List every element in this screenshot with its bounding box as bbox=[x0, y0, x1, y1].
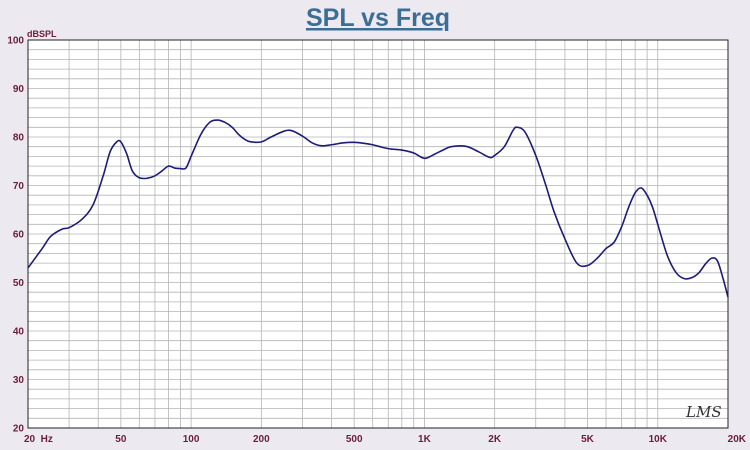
x-tick-label: 200 bbox=[253, 434, 270, 445]
x-tick-labels: 20 Hz 50 100 200 500 1K 2K 5K 10K 20K bbox=[24, 434, 747, 445]
x-tick-label: 5K bbox=[581, 434, 595, 445]
x-tick-label: 10K bbox=[649, 434, 668, 445]
y-tick-label: 90 bbox=[13, 84, 25, 95]
spl-curve bbox=[27, 119, 729, 298]
x-tick-label: 20 Hz bbox=[24, 434, 53, 445]
y-tick-label: 60 bbox=[13, 230, 25, 241]
grid-lines bbox=[27, 39, 729, 429]
y-tick-label: 30 bbox=[13, 375, 25, 386]
y-axis-label: dBSPL bbox=[27, 29, 57, 39]
plot-frame bbox=[27, 39, 729, 429]
y-tick-label: 20 bbox=[13, 424, 25, 435]
y-tick-label: 80 bbox=[13, 133, 25, 144]
x-tick-label: 100 bbox=[183, 434, 200, 445]
x-tick-label: 1K bbox=[418, 434, 432, 445]
y-tick-label: 50 bbox=[13, 278, 25, 289]
chart-title: SPL vs Freq bbox=[306, 4, 450, 32]
y-tick-label: 100 bbox=[7, 36, 24, 47]
y-tick-label: 70 bbox=[13, 181, 25, 192]
x-tick-label: 20K bbox=[728, 434, 747, 445]
x-tick-label: 50 bbox=[115, 434, 127, 445]
lms-logo: LMS bbox=[685, 403, 722, 421]
x-tick-label: 500 bbox=[346, 434, 363, 445]
y-tick-labels: 20 30 40 50 60 70 80 90 100 bbox=[7, 36, 24, 435]
y-tick-label: 40 bbox=[13, 327, 25, 338]
x-tick-label: 2K bbox=[488, 434, 502, 445]
